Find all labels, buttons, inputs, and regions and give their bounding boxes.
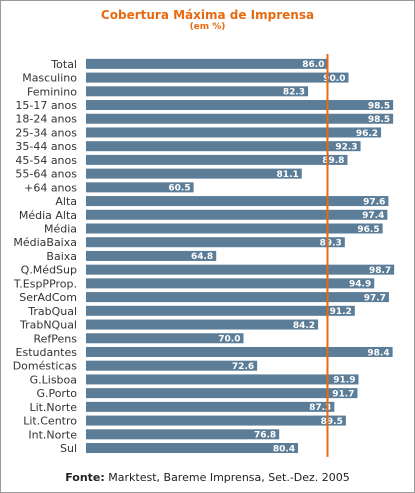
bar <box>86 168 302 179</box>
value-label: 70.0 <box>218 335 240 345</box>
value-label: 97.4 <box>362 211 384 221</box>
bar <box>86 223 383 234</box>
category-label: Sul <box>60 442 77 455</box>
bar <box>86 415 346 426</box>
value-label: 94.9 <box>349 280 371 290</box>
value-label: 92.3 <box>335 142 357 152</box>
bar <box>86 127 382 138</box>
bar <box>86 154 348 165</box>
category-label: 45-54 anos <box>15 154 77 167</box>
category-label: Baixa <box>46 250 77 263</box>
value-label: 97.6 <box>363 197 385 207</box>
value-label: 98.5 <box>368 115 390 125</box>
value-label: 89.3 <box>320 239 342 249</box>
category-label: Lit.Norte <box>29 401 77 414</box>
category-label: 55-64 anos <box>15 168 77 181</box>
category-label: Feminino <box>27 85 77 98</box>
value-label: 98.7 <box>369 266 391 276</box>
bar <box>86 388 358 399</box>
category-label: G.Lisboa <box>30 373 77 386</box>
value-label: 90.0 <box>323 74 345 84</box>
bar <box>86 182 194 193</box>
category-label: Q.MédSup <box>21 264 77 277</box>
bar <box>86 141 361 152</box>
value-label: 60.5 <box>168 184 190 194</box>
category-label: Int.Norte <box>28 428 77 441</box>
category-label: Alta <box>55 195 77 208</box>
bar <box>86 278 375 289</box>
category-label: Média Alta <box>19 209 77 222</box>
category-label: G.Porto <box>36 387 77 400</box>
value-label: 89.8 <box>322 156 344 166</box>
value-label: 76.8 <box>254 431 276 441</box>
bar <box>86 374 359 385</box>
source-text: Marktest, Bareme Imprensa, Set.-Dez. 200… <box>108 471 350 484</box>
category-label: Total <box>50 58 77 71</box>
category-label: TrabQual <box>27 305 77 318</box>
value-label: 81.1 <box>277 170 299 180</box>
bar <box>86 196 389 207</box>
bar <box>86 292 389 303</box>
value-label: 87.3 <box>309 403 331 413</box>
bar <box>86 209 388 220</box>
bar <box>86 86 309 97</box>
bar <box>86 100 394 111</box>
value-label: 89.5 <box>321 417 343 427</box>
bar <box>86 264 395 275</box>
category-label: SerAdCom <box>19 291 77 304</box>
value-label: 72.6 <box>232 362 254 372</box>
category-label: Estudantes <box>16 346 78 359</box>
category-label: Domésticas <box>13 360 78 373</box>
value-label: 64.8 <box>191 252 213 262</box>
bar <box>86 429 280 440</box>
bar <box>86 305 355 316</box>
bar <box>86 319 319 330</box>
bar <box>86 360 258 371</box>
category-label: Lit.Centro <box>23 415 77 428</box>
value-label: 96.2 <box>356 129 378 139</box>
bar <box>86 333 244 344</box>
category-label: 18-24 anos <box>15 113 77 126</box>
value-label: 82.3 <box>283 88 305 98</box>
category-label: MédiaBaixa <box>13 236 77 249</box>
value-label: 86.0 <box>302 60 324 70</box>
bar <box>86 250 217 261</box>
category-label: RefPens <box>33 332 77 345</box>
category-label: 15-17 anos <box>15 99 77 112</box>
value-label: 80.4 <box>273 444 295 454</box>
value-label: 96.5 <box>357 225 379 235</box>
bar <box>86 58 328 69</box>
value-label: 98.4 <box>367 348 389 358</box>
category-label: Masculino <box>22 72 77 85</box>
bar <box>86 346 393 357</box>
bar <box>86 113 394 124</box>
value-label: 91.2 <box>330 307 352 317</box>
bar-chart: Total 86.0 Masculino 90.0 Feminino 82.3 15-17 … <box>13 54 395 457</box>
category-label: TrabNQual <box>19 319 77 332</box>
chart-title: Cobertura Máxima de Imprensa <box>100 8 315 22</box>
category-label: +64 anos <box>24 181 77 194</box>
value-label: 91.9 <box>333 376 355 386</box>
value-label: 98.5 <box>368 101 390 111</box>
source-label: Fonte: <box>65 471 105 484</box>
bar <box>86 401 335 412</box>
category-label: 25-34 anos <box>15 126 77 139</box>
bar <box>86 443 299 454</box>
value-label: 97.7 <box>364 293 386 303</box>
bar <box>86 237 345 248</box>
category-label: Média <box>44 223 77 236</box>
value-label: 84.2 <box>293 321 315 331</box>
category-label: T.EspPProp. <box>13 277 77 290</box>
chart-subtitle: (em %) <box>189 22 226 32</box>
bar <box>86 72 349 83</box>
value-label: 91.7 <box>332 389 354 399</box>
category-label: 35-44 anos <box>15 140 77 153</box>
source-note: Fonte: Marktest, Bareme Imprensa, Set.-D… <box>1 471 414 484</box>
